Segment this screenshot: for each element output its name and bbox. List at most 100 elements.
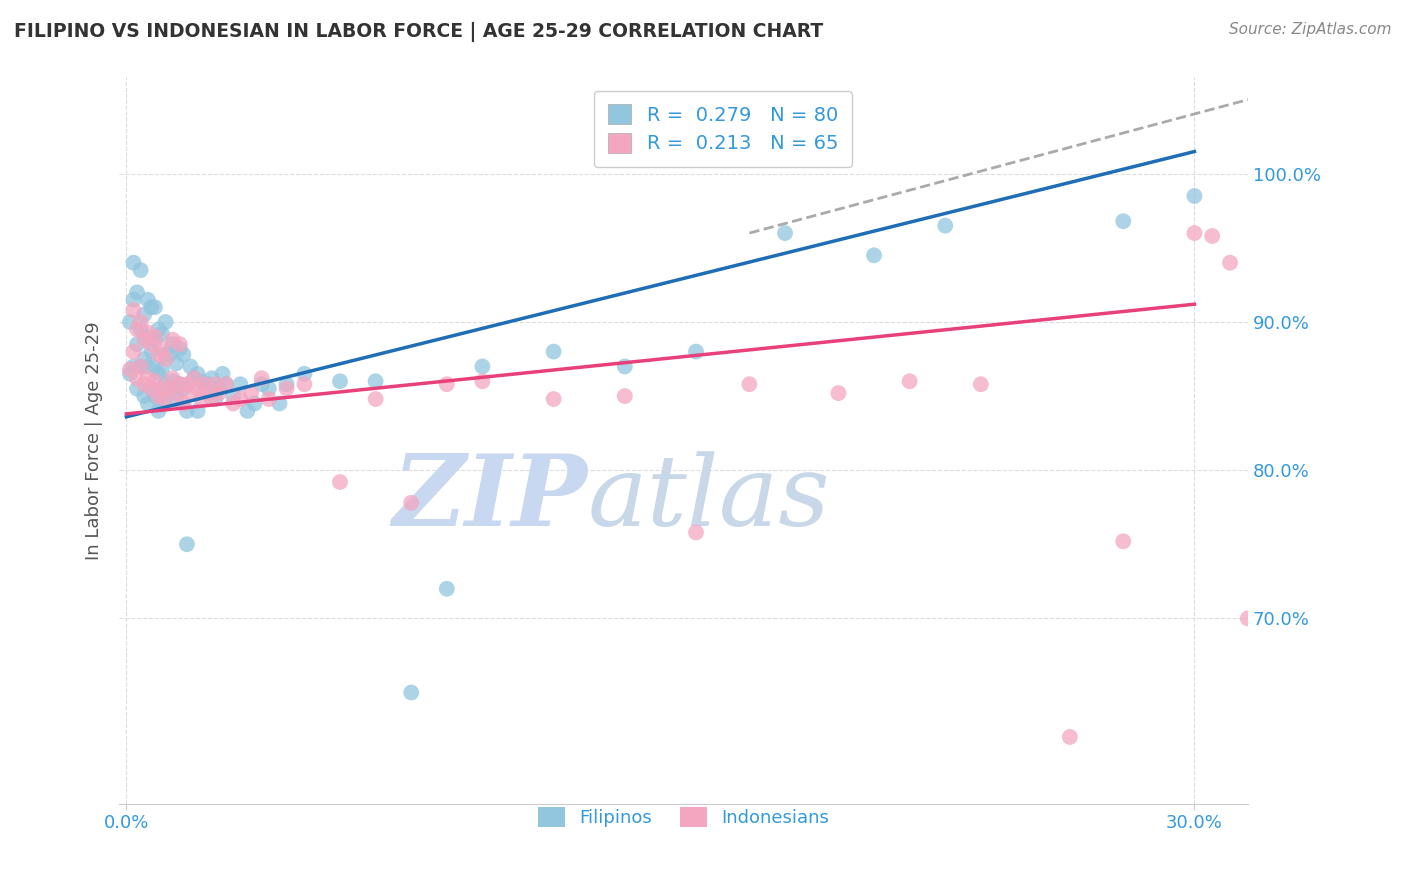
Point: [141, 337, 163, 351]
Text: Source: ZipAtlas.com: Source: ZipAtlas.com: [1229, 22, 1392, 37]
Point: [129, 359, 152, 374]
Point: [118, 315, 141, 329]
Point: [155, 315, 177, 329]
Point: [187, 404, 209, 418]
Point: [136, 330, 159, 344]
Point: [208, 382, 231, 396]
Point: [190, 374, 212, 388]
Point: [201, 392, 224, 406]
Point: [240, 386, 263, 401]
Point: [183, 371, 205, 385]
Point: [257, 392, 280, 406]
Point: [141, 300, 163, 314]
Point: [222, 396, 245, 410]
Point: [134, 333, 156, 347]
Point: [187, 382, 209, 396]
Point: [183, 371, 205, 385]
Point: [157, 386, 180, 401]
Point: [150, 326, 173, 341]
Point: [329, 374, 352, 388]
Point: [148, 367, 170, 381]
Point: [134, 389, 156, 403]
Point: [970, 377, 993, 392]
Point: [165, 386, 187, 401]
Point: [162, 333, 184, 347]
Point: [148, 404, 170, 418]
Point: [1184, 226, 1206, 240]
Point: [150, 396, 173, 410]
Point: [1237, 611, 1260, 625]
Point: [143, 359, 166, 374]
Point: [208, 386, 231, 401]
Text: atlas: atlas: [588, 451, 831, 546]
Point: [1112, 214, 1135, 228]
Point: [129, 359, 152, 374]
Point: [215, 377, 238, 392]
Point: [934, 219, 956, 233]
Point: [863, 248, 886, 262]
Point: [294, 377, 316, 392]
Point: [125, 382, 148, 396]
Point: [211, 367, 233, 381]
Point: [136, 396, 159, 410]
Point: [898, 374, 921, 388]
Point: [179, 386, 201, 401]
Point: [157, 348, 180, 362]
Point: [162, 337, 184, 351]
Point: [169, 377, 191, 392]
Point: [155, 377, 177, 392]
Point: [1219, 256, 1241, 270]
Point: [613, 389, 636, 403]
Point: [1112, 534, 1135, 549]
Point: [172, 382, 194, 396]
Point: [250, 371, 273, 385]
Point: [169, 377, 191, 392]
Point: [143, 374, 166, 388]
Point: [236, 404, 259, 418]
Point: [329, 475, 352, 489]
Point: [122, 256, 145, 270]
Point: [125, 322, 148, 336]
Point: [471, 374, 494, 388]
Legend: Filipinos, Indonesians: Filipinos, Indonesians: [531, 800, 837, 835]
Point: [269, 396, 291, 410]
Point: [250, 377, 273, 392]
Point: [143, 330, 166, 344]
Point: [276, 377, 298, 392]
Point: [172, 348, 194, 362]
Point: [1059, 730, 1081, 744]
Point: [471, 359, 494, 374]
Point: [148, 389, 170, 403]
Point: [150, 342, 173, 356]
Point: [141, 382, 163, 396]
Point: [294, 367, 316, 381]
Point: [276, 382, 298, 396]
Point: [176, 404, 198, 418]
Point: [150, 362, 173, 376]
Point: [543, 392, 565, 406]
Point: [436, 377, 458, 392]
Point: [201, 371, 224, 385]
Point: [1184, 189, 1206, 203]
Point: [187, 367, 209, 381]
Text: ZIP: ZIP: [392, 450, 588, 547]
Point: [257, 382, 280, 396]
Point: [194, 382, 217, 396]
Point: [364, 392, 387, 406]
Point: [172, 396, 194, 410]
Point: [157, 382, 180, 396]
Point: [229, 392, 252, 406]
Point: [176, 377, 198, 392]
Point: [827, 386, 849, 401]
Point: [155, 352, 177, 367]
Text: FILIPINO VS INDONESIAN IN LABOR FORCE | AGE 25-29 CORRELATION CHART: FILIPINO VS INDONESIAN IN LABOR FORCE | …: [14, 22, 824, 42]
Point: [364, 374, 387, 388]
Point: [165, 356, 187, 370]
Point: [136, 326, 159, 340]
Point: [222, 389, 245, 403]
Point: [197, 386, 219, 401]
Point: [136, 293, 159, 307]
Point: [190, 392, 212, 406]
Point: [143, 389, 166, 403]
Point: [1254, 671, 1277, 685]
